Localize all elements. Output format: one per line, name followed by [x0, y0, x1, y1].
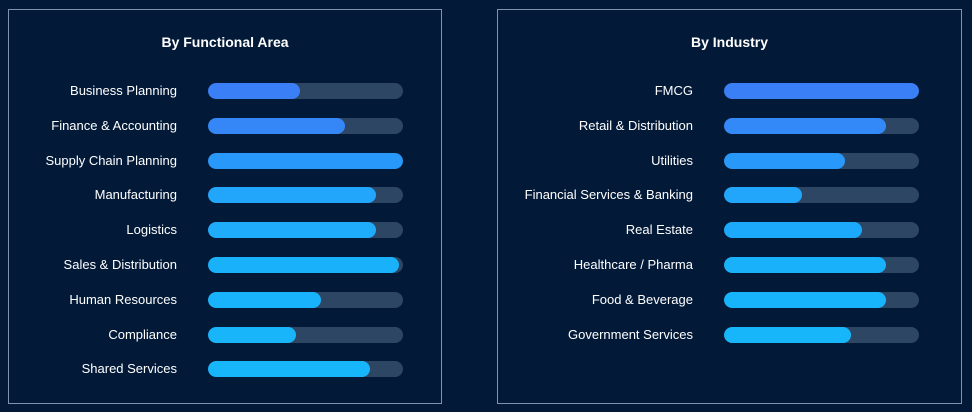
bar-shared-services — [208, 361, 370, 378]
bar-label: Real Estate — [625, 222, 693, 238]
bar-label: Utilities — [651, 152, 693, 168]
bar-row-financial-services-and-banking: Financial Services & Banking — [498, 186, 961, 204]
bar-track — [208, 222, 403, 239]
bar-track — [724, 291, 919, 308]
bar-label: Healthcare / Pharma — [573, 257, 693, 272]
bar-manufacturing — [208, 187, 376, 204]
bar-row-business-planning: Business Planning — [9, 82, 441, 100]
bar-row-real-estate: Real Estate — [498, 221, 961, 239]
bar-row-manufacturing: Manufacturing — [9, 186, 441, 204]
bar-real-estate — [724, 222, 863, 239]
bar-row-shared-services: Shared Services — [9, 360, 441, 378]
bar-food-and-beverage — [724, 291, 886, 308]
bar-track — [208, 361, 403, 378]
bar-label: Government Services — [568, 326, 693, 342]
bar-track — [208, 152, 403, 169]
bar-label: Shared Services — [81, 361, 177, 377]
bar-row-utilities: Utilities — [498, 152, 961, 170]
bar-track — [724, 152, 919, 169]
bar-healthcare-pharma — [724, 257, 886, 273]
bar-row-fmcg: FMCG — [498, 82, 961, 100]
bar-label: Manufacturing — [94, 187, 177, 203]
bar-track — [724, 257, 919, 273]
bar-track — [208, 117, 403, 134]
bar-label: Logistics — [126, 222, 177, 238]
bar-row-government-services: Government Services — [498, 326, 961, 344]
bar-track — [208, 326, 403, 343]
bar-label: Compliance — [108, 326, 177, 342]
bar-row-supply-chain-planning: Supply Chain Planning — [9, 152, 441, 170]
bar-label: Finance & Accounting — [51, 117, 177, 133]
bar-human-resources — [208, 291, 322, 308]
bar-fmcg — [724, 83, 919, 99]
industry-panel: By Industry FMCG Retail & Distribution Uti… — [497, 9, 962, 404]
bar-sales-and-distribution — [208, 257, 400, 273]
bar-government-services — [724, 326, 851, 343]
bar-logistics — [208, 222, 376, 239]
bar-compliance — [208, 326, 296, 343]
bar-row-food-and-beverage: Food & Beverage — [498, 291, 961, 309]
bar-label: Retail & Distribution — [578, 117, 693, 133]
bar-row-sales-and-distribution: Sales & Distribution — [9, 256, 441, 274]
bar-row-human-resources: Human Resources — [9, 291, 441, 309]
bar-track — [724, 117, 919, 134]
bar-row-retail-and-distribution: Retail & Distribution — [498, 117, 961, 135]
industry-title: By Industry — [690, 34, 768, 50]
bar-track — [208, 187, 403, 204]
bar-label: FMCG — [654, 83, 693, 98]
bar-supply-chain-planning — [208, 152, 403, 169]
bar-track — [724, 187, 919, 204]
functional-area-title: By Functional Area — [161, 34, 289, 50]
bar-track — [208, 83, 403, 99]
bar-label: Business Planning — [70, 83, 177, 98]
bar-track — [208, 257, 403, 273]
bar-utilities — [724, 152, 845, 169]
bar-financial-services-and-banking — [724, 187, 802, 204]
bar-label: Food & Beverage — [591, 291, 693, 307]
bar-finance-and-accounting — [208, 117, 345, 134]
bar-row-healthcare-pharma: Healthcare / Pharma — [498, 256, 961, 274]
bar-track — [208, 291, 403, 308]
bar-track — [724, 326, 919, 343]
bar-label: Supply Chain Planning — [45, 152, 177, 168]
bar-row-compliance: Compliance — [9, 326, 441, 344]
bar-business-planning — [208, 83, 300, 99]
bar-track — [724, 222, 919, 239]
bar-row-logistics: Logistics — [9, 221, 441, 239]
bar-track — [724, 83, 919, 99]
functional-area-panel: By Functional Area Business Planning Fina… — [8, 9, 442, 404]
bar-retail-and-distribution — [724, 117, 886, 134]
bar-row-finance-and-accounting: Finance & Accounting — [9, 117, 441, 135]
bar-label: Human Resources — [69, 291, 177, 307]
bar-label: Financial Services & Banking — [524, 187, 693, 203]
bar-label: Sales & Distribution — [63, 257, 177, 272]
